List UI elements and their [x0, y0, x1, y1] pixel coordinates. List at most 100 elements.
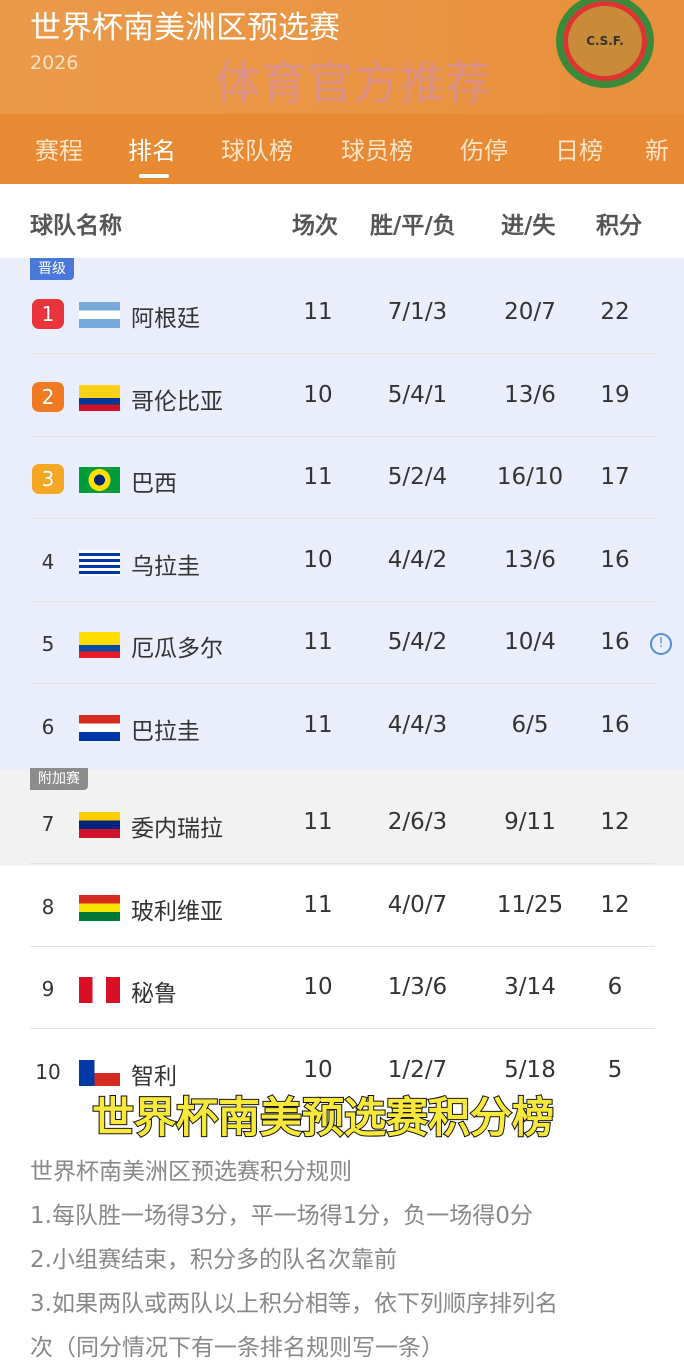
bolivia-flag-icon	[79, 895, 120, 921]
table-header: 球队名称 场次 胜/平/负 进/失 积分	[0, 184, 684, 258]
cell-points: 12	[600, 892, 630, 918]
rule-item: 次（同分情况下有一条排名规则写一条）	[30, 1335, 444, 1361]
cell-played: 11	[303, 712, 333, 738]
cell-played: 11	[303, 892, 333, 918]
cell-name: 哥伦比亚	[131, 389, 223, 415]
table-row[interactable]: 3 巴西 11 5/2/4 16/10 17	[30, 437, 655, 519]
cell-name: 智利	[131, 1064, 177, 1090]
rank-badge: 4	[41, 550, 55, 574]
peru-flag-icon	[79, 977, 120, 1003]
table-row[interactable]: 9 秘鲁 10 1/3/6 3/14 6	[30, 947, 655, 1029]
cell-points: 22	[600, 299, 630, 325]
cell-name: 乌拉圭	[131, 554, 200, 580]
tab-4[interactable]: 伤停	[460, 137, 508, 165]
tab-3[interactable]: 球员榜	[341, 137, 413, 165]
cell-points: 6	[607, 974, 623, 1000]
tab-5[interactable]: 日榜	[555, 137, 603, 165]
cell-goals: 13/6	[504, 547, 556, 573]
rank-badge: 5	[41, 632, 55, 656]
tab-bar: 赛程 排名 球队榜 球员榜 伤停 日榜 新	[0, 114, 684, 184]
video-caption: 世界杯南美预选赛积分榜	[91, 1092, 555, 1143]
table-row[interactable]: 7 委内瑞拉 11 2/6/3 9/11 12	[30, 782, 655, 864]
cell-wdl: 4/4/2	[387, 547, 448, 573]
cell-played: 10	[303, 382, 333, 408]
csf-logo: C.S.F.	[556, 0, 654, 88]
cell-points: 16	[600, 712, 630, 738]
cell-name: 秘鲁	[131, 981, 177, 1007]
rank-badge: 2	[32, 382, 64, 412]
paraguay-flag-icon	[79, 715, 120, 741]
cell-goals: 3/14	[504, 974, 556, 1000]
col-team: 球队名称	[30, 213, 122, 239]
page-title: 世界杯南美洲区预选赛	[30, 10, 340, 46]
table-row[interactable]: 10 智利 10 1/2/7 5/18 5	[30, 1030, 655, 1112]
watermark: 体育官方推荐	[215, 56, 491, 110]
cell-goals: 20/7	[504, 299, 556, 325]
col-points: 积分	[596, 213, 642, 239]
cell-wdl: 5/2/4	[387, 464, 448, 490]
rank-badge: 8	[41, 895, 55, 919]
table-row[interactable]: 1 阿根廷 11 7/1/3 20/7 22	[30, 272, 655, 354]
season-year: 2026	[30, 52, 79, 74]
cell-played: 11	[303, 299, 333, 325]
rules-text: 世界杯南美洲区预选赛积分规则 1.每队胜一场得3分，平一场得1分，负一场得0分 …	[30, 1150, 558, 1370]
cell-goals: 6/5	[511, 712, 549, 738]
page-header: 世界杯南美洲区预选赛 2026 体育官方推荐 C.S.F.	[0, 0, 684, 114]
col-goals: 进/失	[501, 213, 556, 239]
rank-badge: 3	[32, 464, 64, 494]
tab-1[interactable]: 排名	[128, 137, 176, 165]
qualified-tag: 晋级	[30, 258, 74, 280]
cell-name: 巴拉圭	[131, 719, 200, 745]
argentina-flag-icon	[79, 302, 120, 328]
cell-points: 16	[600, 547, 630, 573]
uruguay-flag-icon	[79, 550, 120, 576]
rank-badge: 1	[32, 299, 64, 329]
cell-points: 17	[600, 464, 630, 490]
cell-played: 10	[303, 547, 333, 573]
table-row[interactable]: 5 厄瓜多尔 11 5/4/2 10/4 16	[30, 602, 655, 684]
cell-wdl: 4/4/3	[387, 712, 448, 738]
cell-wdl: 5/4/1	[387, 382, 448, 408]
cell-goals: 5/18	[504, 1057, 556, 1083]
cell-wdl: 2/6/3	[387, 809, 448, 835]
tab-2[interactable]: 球队榜	[221, 137, 293, 165]
cell-goals: 10/4	[504, 629, 556, 655]
cell-wdl: 4/0/7	[387, 892, 448, 918]
tab-6[interactable]: 新	[645, 137, 669, 165]
rank-badge: 6	[41, 715, 55, 739]
cell-played: 11	[303, 629, 333, 655]
rules-title: 世界杯南美洲区预选赛积分规则	[30, 1159, 352, 1185]
rank-badge: 9	[41, 977, 55, 1001]
cell-played: 11	[303, 464, 333, 490]
rank-badge: 10	[35, 1060, 61, 1084]
venezuela-flag-icon	[79, 812, 120, 838]
cell-points: 16	[600, 629, 630, 655]
cell-goals: 11/25	[496, 892, 564, 918]
colombia-flag-icon	[79, 385, 120, 411]
table-row[interactable]: 2 哥伦比亚 10 5/4/1 13/6 19	[30, 355, 655, 437]
col-played: 场次	[292, 213, 338, 239]
cell-name: 阿根廷	[131, 306, 200, 332]
cell-name: 委内瑞拉	[131, 816, 223, 842]
cell-wdl: 1/3/6	[387, 974, 448, 1000]
active-tab-indicator	[139, 174, 169, 178]
cell-played: 10	[303, 974, 333, 1000]
cell-played: 10	[303, 1057, 333, 1083]
cell-wdl: 1/2/7	[387, 1057, 448, 1083]
cell-goals: 13/6	[504, 382, 556, 408]
cell-name: 玻利维亚	[131, 899, 223, 925]
tab-0[interactable]: 赛程	[35, 137, 83, 165]
table-row[interactable]: 4 乌拉圭 10 4/4/2 13/6 16	[30, 520, 655, 602]
rule-item: 3.如果两队或两队以上积分相等，依下列顺序排列名	[30, 1291, 558, 1317]
playoff-tag: 附加赛	[30, 768, 88, 790]
table-row[interactable]: 6 巴拉圭 11 4/4/3 6/5 16	[30, 685, 655, 767]
cell-goals: 9/11	[504, 809, 556, 835]
rule-item: 2.小组赛结束，积分多的队名次靠前	[30, 1247, 397, 1273]
table-row[interactable]: 8 玻利维亚 11 4/0/7 11/25 12	[30, 865, 655, 947]
ecuador-flag-icon	[79, 632, 120, 658]
cell-name: 巴西	[131, 471, 177, 497]
info-icon[interactable]: !	[650, 633, 672, 655]
chile-flag-icon	[79, 1060, 120, 1086]
cell-points: 12	[600, 809, 630, 835]
cell-points: 19	[600, 382, 630, 408]
